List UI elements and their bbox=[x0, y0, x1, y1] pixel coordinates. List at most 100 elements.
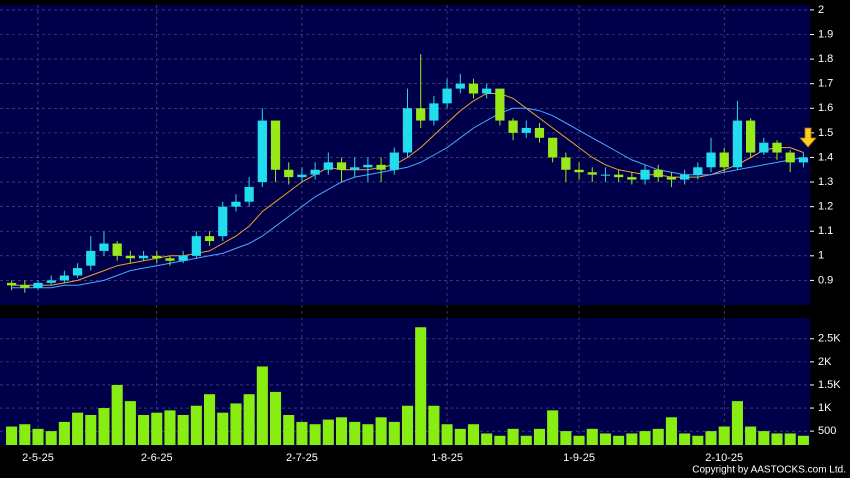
candle-body bbox=[191, 236, 201, 256]
volume-bar bbox=[784, 433, 796, 445]
volume-bar bbox=[692, 435, 704, 445]
volume-bar bbox=[467, 424, 480, 445]
volume-bar bbox=[204, 394, 216, 445]
volume-bar bbox=[243, 394, 255, 445]
candle-body bbox=[693, 167, 703, 175]
y-tick-label: 1.4 bbox=[818, 151, 833, 163]
candle-body bbox=[165, 258, 175, 261]
y-tick-label: 1.7 bbox=[818, 78, 833, 90]
volume-bar bbox=[388, 421, 400, 445]
plot-layer: 0.9 1 1.1 1.2 1.3 1.4 1.5 1.6 1.7 1.8 1.9 2 2-5-25 2-… bbox=[0, 4, 841, 464]
volume-bar bbox=[322, 419, 334, 445]
candle-body bbox=[284, 169, 294, 178]
candle-body bbox=[574, 169, 584, 173]
volume-bar bbox=[613, 435, 625, 445]
candle-body bbox=[495, 88, 505, 121]
price-panel bbox=[0, 5, 810, 305]
candle-body bbox=[745, 120, 756, 153]
candle-body bbox=[732, 120, 743, 168]
volume-bar bbox=[6, 426, 18, 445]
candle-body bbox=[363, 164, 373, 168]
candle-body bbox=[429, 103, 439, 121]
y-tick-label: 1.8 bbox=[818, 53, 833, 65]
volume-bar bbox=[599, 433, 611, 445]
candle-body bbox=[798, 157, 809, 163]
candle-body bbox=[204, 236, 215, 242]
volume-bar bbox=[19, 424, 31, 445]
candle-body bbox=[402, 108, 413, 153]
y-tick-label: 2K bbox=[818, 356, 832, 368]
volume-bar bbox=[718, 426, 730, 445]
candle-body bbox=[152, 255, 162, 259]
volume-bar bbox=[335, 417, 348, 445]
volume-bar bbox=[639, 431, 651, 445]
candle-body bbox=[99, 243, 109, 251]
candle-body bbox=[759, 142, 769, 153]
y-tick-label: 500 bbox=[818, 425, 836, 437]
x-tick-label: 2-5-25 bbox=[22, 452, 54, 464]
candle-body bbox=[125, 255, 135, 259]
volume-bar bbox=[111, 384, 123, 445]
candle-body bbox=[376, 164, 386, 170]
volume-bar bbox=[283, 414, 295, 445]
candle-body bbox=[257, 120, 267, 183]
volume-bar bbox=[124, 401, 136, 445]
volume-bar bbox=[533, 428, 546, 445]
volume-bar bbox=[705, 431, 717, 445]
y-tick-label: 1 bbox=[818, 250, 824, 262]
volume-bar bbox=[58, 421, 70, 445]
volume-bar bbox=[296, 421, 308, 445]
candle-body bbox=[508, 120, 518, 133]
candle-body bbox=[482, 88, 492, 94]
candle-body bbox=[297, 174, 307, 178]
volume-bar bbox=[441, 424, 453, 445]
candle-body bbox=[72, 268, 83, 276]
candle-body bbox=[244, 186, 254, 202]
y-tick-label: 2.5K bbox=[818, 333, 841, 345]
volume-bar bbox=[481, 433, 493, 445]
volume-bar bbox=[309, 424, 321, 445]
candle-body bbox=[666, 177, 677, 180]
volume-bar bbox=[256, 366, 268, 445]
y-tick-label: 1.5 bbox=[818, 127, 833, 139]
volume-bar bbox=[45, 431, 57, 445]
volume-bar bbox=[679, 433, 691, 445]
candle-body bbox=[336, 162, 347, 170]
candle-body bbox=[350, 167, 360, 170]
volume-bar bbox=[586, 428, 598, 445]
volume-bar bbox=[797, 435, 809, 445]
volume-bar bbox=[138, 414, 150, 445]
volume-bar bbox=[758, 431, 770, 445]
volume-bar bbox=[164, 410, 176, 445]
volume-bar bbox=[349, 421, 361, 445]
candle-body bbox=[548, 137, 558, 158]
volume-bar bbox=[98, 408, 110, 445]
candle-body bbox=[218, 206, 228, 237]
candle-body bbox=[20, 285, 30, 288]
volume-bar bbox=[375, 417, 387, 445]
volume-bar bbox=[731, 401, 743, 445]
candle-body bbox=[455, 83, 465, 89]
candle-body bbox=[310, 169, 320, 175]
candle-body bbox=[627, 177, 637, 180]
copyright: Copyright by AASTOCKS.com Ltd. bbox=[692, 465, 846, 476]
volume-bar bbox=[85, 414, 97, 445]
candle-body bbox=[614, 174, 624, 178]
volume-bar bbox=[190, 405, 202, 445]
candle-body bbox=[653, 169, 663, 178]
candle-body bbox=[468, 83, 479, 94]
x-tick-label: 2-6-25 bbox=[141, 452, 173, 464]
candle-body bbox=[323, 162, 333, 170]
volume-bar bbox=[362, 424, 374, 445]
candle-body bbox=[706, 152, 716, 168]
y-tick-label: 1.1 bbox=[818, 225, 833, 237]
volume-bar bbox=[32, 428, 44, 445]
volume-bar bbox=[401, 405, 414, 445]
candle-body bbox=[442, 88, 452, 104]
volume-bar bbox=[428, 405, 440, 445]
volume-bar bbox=[771, 433, 783, 445]
volume-bar bbox=[151, 412, 163, 445]
candle-body bbox=[59, 275, 70, 281]
candle-body bbox=[46, 280, 56, 283]
volume-bar bbox=[573, 435, 585, 445]
